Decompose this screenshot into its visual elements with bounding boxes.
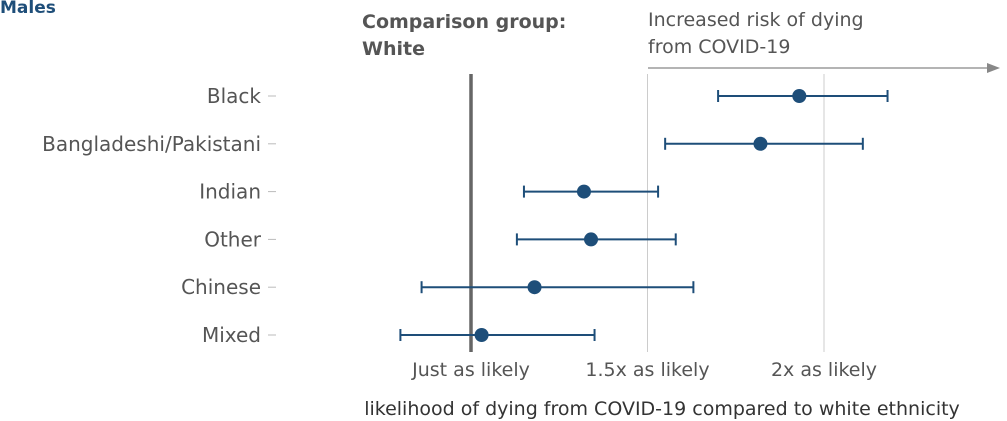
estimate-point [584, 232, 599, 247]
category-labels: Black Bangladeshi/Pakistani Indian Other Chi… [42, 84, 276, 347]
category-label: Indian [199, 180, 261, 204]
x-axis-label: likelihood of dying from COVID-19 compar… [364, 398, 960, 420]
estimate-point [792, 89, 807, 103]
risk-annotation-line1: Increased risk of dying [648, 9, 864, 31]
x-tick-label: 1.5x as likely [585, 359, 709, 381]
arrow-head [987, 63, 1000, 73]
estimate-point [753, 136, 768, 151]
comparison-group-value: White [362, 38, 425, 60]
x-tick-labels: Just as likely 1.5x as likely 2x as likely [411, 359, 877, 381]
estimate-markers [399, 89, 889, 342]
increased-risk-arrow [648, 63, 1000, 73]
category-label: Black [207, 84, 262, 108]
category-label: Bangladeshi/Pakistani [42, 132, 261, 156]
x-tick-label: Just as likely [411, 359, 530, 381]
panel-title: Males [0, 0, 56, 18]
estimate-point [576, 184, 591, 199]
comparison-group-label: Comparison group: [362, 11, 566, 33]
category-label: Other [204, 227, 262, 251]
risk-annotation-line2: from COVID-19 [648, 36, 790, 58]
gridlines [647, 74, 825, 352]
estimate-point [527, 280, 542, 295]
x-tick-label: 2x as likely [771, 359, 877, 381]
estimate-point [474, 328, 489, 342]
category-label: Mixed [202, 323, 261, 347]
category-label: Chinese [181, 275, 261, 299]
